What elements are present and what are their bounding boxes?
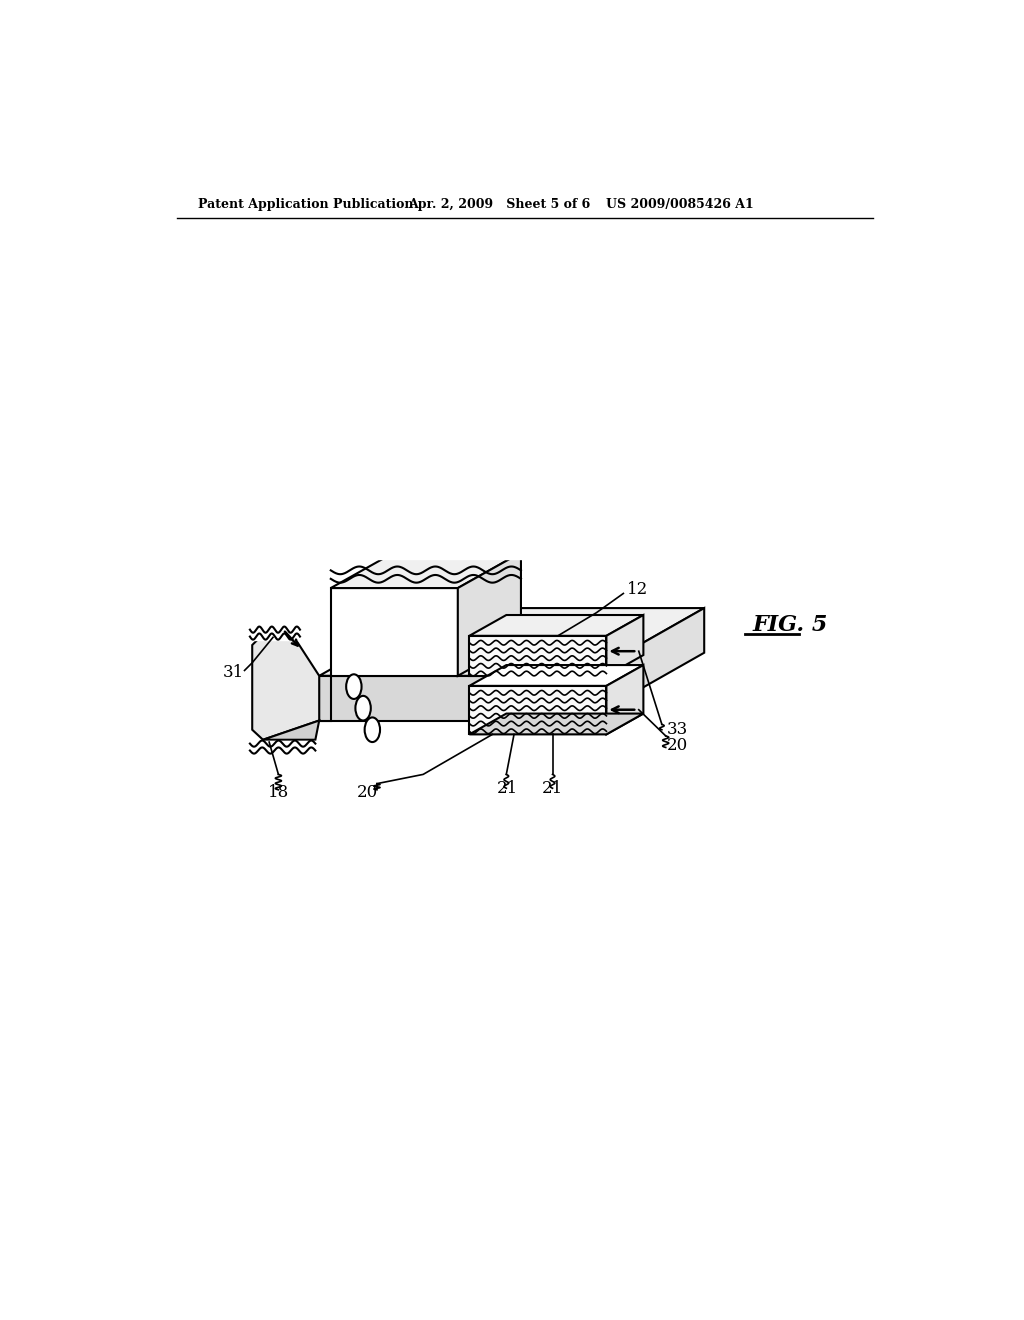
Polygon shape	[469, 665, 643, 686]
Ellipse shape	[346, 675, 361, 700]
Polygon shape	[246, 742, 319, 755]
Polygon shape	[469, 686, 606, 734]
Polygon shape	[469, 714, 643, 734]
Text: US 2009/0085426 A1: US 2009/0085426 A1	[606, 198, 754, 211]
Polygon shape	[319, 676, 331, 721]
Text: 12: 12	[628, 581, 648, 598]
Polygon shape	[606, 665, 643, 734]
Polygon shape	[469, 615, 643, 636]
Polygon shape	[331, 553, 521, 589]
Polygon shape	[263, 721, 319, 739]
Text: 18: 18	[267, 784, 289, 801]
Text: Patent Application Publication: Patent Application Publication	[199, 198, 414, 211]
Polygon shape	[246, 627, 304, 640]
Polygon shape	[331, 589, 458, 676]
Text: 20: 20	[357, 784, 378, 801]
Polygon shape	[327, 549, 524, 558]
Polygon shape	[458, 553, 521, 676]
Polygon shape	[469, 636, 606, 676]
Polygon shape	[319, 676, 585, 721]
Polygon shape	[606, 615, 643, 676]
Text: 20: 20	[667, 737, 688, 754]
Polygon shape	[252, 635, 319, 739]
Ellipse shape	[365, 718, 380, 742]
Polygon shape	[319, 609, 705, 676]
Ellipse shape	[355, 696, 371, 721]
Polygon shape	[585, 609, 705, 721]
Text: Apr. 2, 2009   Sheet 5 of 6: Apr. 2, 2009 Sheet 5 of 6	[408, 198, 590, 211]
Text: FIG. 5: FIG. 5	[753, 614, 828, 636]
Text: 21: 21	[542, 780, 563, 797]
Text: 33: 33	[667, 721, 688, 738]
Text: 31: 31	[222, 664, 244, 681]
Text: 21: 21	[498, 780, 518, 797]
